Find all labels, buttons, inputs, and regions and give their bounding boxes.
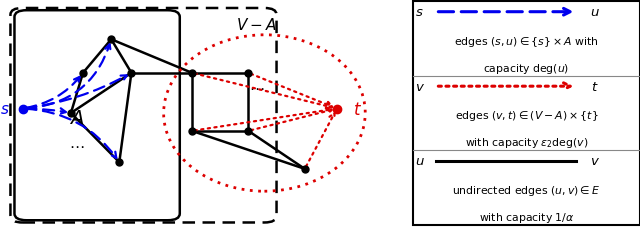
Text: $t$: $t$ <box>353 100 362 118</box>
Text: undirected edges $(u,v) \in E$: undirected edges $(u,v) \in E$ <box>452 183 600 197</box>
FancyBboxPatch shape <box>10 9 276 222</box>
Text: $u$: $u$ <box>589 6 600 19</box>
Text: $V - A$: $V - A$ <box>236 17 276 32</box>
Text: edges $(v,t) \in (V-A) \times \{t\}$: edges $(v,t) \in (V-A) \times \{t\}$ <box>454 109 598 123</box>
Text: $s$: $s$ <box>415 6 424 19</box>
Text: capacity deg$(u)$: capacity deg$(u)$ <box>483 61 570 75</box>
Text: $\cdots$: $\cdots$ <box>249 79 264 94</box>
Text: with capacity $\varepsilon_2$deg$(v)$: with capacity $\varepsilon_2$deg$(v)$ <box>465 136 588 149</box>
Text: $v$: $v$ <box>589 155 600 168</box>
Text: $t$: $t$ <box>591 80 598 93</box>
Text: $v$: $v$ <box>415 80 424 93</box>
FancyBboxPatch shape <box>15 11 180 220</box>
Text: $A$: $A$ <box>70 109 84 127</box>
Text: with capacity $1/\alpha$: with capacity $1/\alpha$ <box>479 210 574 224</box>
Text: $\cdots$: $\cdots$ <box>69 137 84 152</box>
Text: edges $(s,u) \in \{s\} \times A$ with: edges $(s,u) \in \{s\} \times A$ with <box>454 35 598 49</box>
Text: $s$: $s$ <box>0 102 9 116</box>
Text: $u$: $u$ <box>415 155 424 168</box>
